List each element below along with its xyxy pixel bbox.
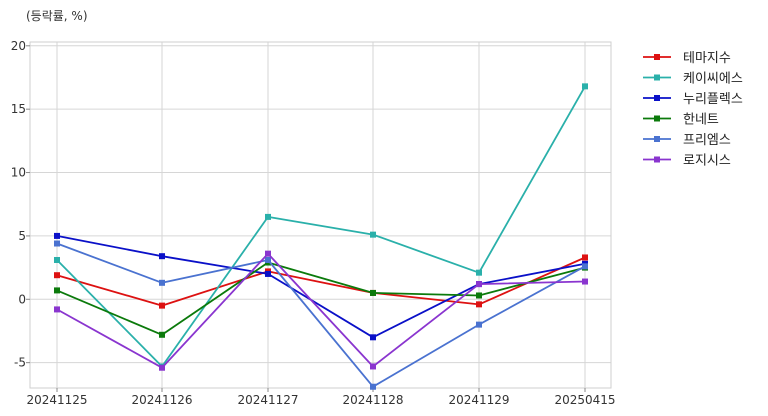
legend-marker: [654, 74, 660, 81]
legend-entry: 한네트: [643, 113, 719, 128]
legend-marker: [654, 115, 660, 122]
data-point: [370, 383, 376, 390]
legend-label: 누리플렉스: [683, 92, 743, 107]
series-line: [56, 261, 586, 336]
legend-entry: 로지시스: [643, 154, 731, 169]
series-lines: [54, 83, 588, 390]
data-point: [476, 301, 482, 308]
series-line: [56, 252, 586, 369]
data-point: [54, 232, 60, 239]
legend-label: 테마지수: [683, 51, 731, 66]
legend-marker: [654, 54, 660, 60]
data-point: [582, 83, 588, 90]
plot-frame: [29, 41, 612, 389]
data-point: [54, 306, 60, 313]
data-point: [159, 364, 165, 371]
y-tick-label: 10: [11, 166, 26, 180]
legend-entry: 케이씨에스: [643, 72, 743, 87]
x-tick-label: 20241129: [448, 393, 509, 407]
data-point: [159, 331, 165, 338]
data-point: [370, 231, 376, 238]
legend-marker: [654, 156, 660, 163]
data-point: [370, 289, 376, 296]
data-point: [54, 287, 60, 294]
series-4: [54, 259, 588, 338]
legend-entry: 프리엠스: [643, 133, 731, 148]
x-tick-label: 20241128: [342, 393, 403, 407]
data-point: [582, 278, 588, 285]
legend-label: 로지시스: [683, 154, 731, 169]
data-point: [476, 321, 482, 328]
x-tick-label: 20241125: [26, 393, 87, 407]
data-point: [159, 253, 165, 260]
legend-label: 한네트: [683, 113, 719, 128]
legend-label: 케이씨에스: [683, 72, 743, 87]
data-point: [582, 263, 588, 270]
data-point: [159, 302, 165, 309]
x-tick-label: 20241127: [237, 393, 298, 407]
data-point: [265, 256, 271, 263]
axes: -5 0 5 10 15 20 20241125 20241126 20241127 202411…: [11, 39, 616, 407]
y-tick-label: 0: [18, 292, 26, 306]
series-line: [56, 235, 586, 339]
series-line: [56, 256, 586, 307]
legend-entry: 누리플렉스: [643, 92, 743, 107]
y-tick-label: -5: [14, 356, 26, 370]
data-point: [54, 256, 60, 263]
unit-label: (등락률, %): [26, 9, 88, 23]
legend-entry: 테마지수: [643, 51, 731, 66]
x-tick-label: 20250415: [554, 393, 615, 407]
data-point: [54, 272, 60, 279]
data-point: [159, 279, 165, 286]
series-6: [54, 250, 588, 371]
data-point: [54, 240, 60, 247]
series-5: [54, 240, 588, 390]
y-tick-label: 20: [11, 39, 26, 53]
data-point: [476, 281, 482, 288]
data-point: [582, 254, 588, 261]
data-point: [265, 213, 271, 220]
series-2: [54, 83, 588, 370]
y-tick-label: 5: [18, 229, 26, 243]
legend-marker: [654, 95, 660, 101]
data-point: [265, 270, 271, 277]
grid-lines: [30, 42, 611, 388]
data-point: [476, 269, 482, 276]
data-point: [476, 292, 482, 299]
data-point: [370, 334, 376, 341]
series-line: [56, 242, 586, 388]
data-point: [370, 363, 376, 370]
legend-marker: [654, 136, 660, 142]
y-tick-label: 15: [11, 102, 26, 116]
x-tick-label: 20241126: [131, 393, 192, 407]
series-line: [56, 85, 586, 368]
data-point: [265, 250, 271, 257]
legend-label: 프리엠스: [683, 133, 731, 148]
series-1: [54, 254, 588, 309]
